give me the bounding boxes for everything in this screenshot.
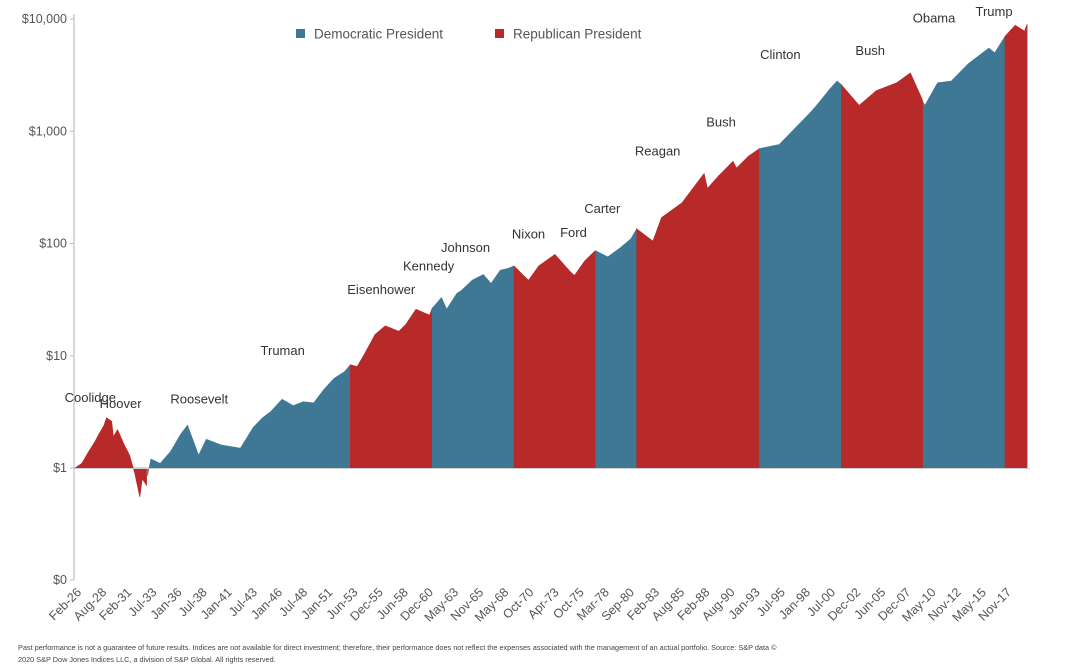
y-tick-labels: $0 $1 $10 $100 $1,000 $10,000: [22, 12, 74, 587]
y-tick-label: $10: [46, 349, 67, 363]
label-obama: Obama: [913, 10, 956, 25]
area-reagan-10: [636, 172, 719, 469]
area-hoover-1: [106, 417, 147, 498]
legend: Democratic President Republican President: [296, 27, 642, 42]
footnote-line-2: 2020 S&P Dow Jones Indices LLC, a divisi…: [18, 655, 276, 664]
y-tick-label: $1,000: [29, 124, 67, 138]
label-johnson: Johnson: [441, 240, 490, 255]
y-tick-label: $10,000: [22, 12, 67, 26]
label-truman: Truman: [261, 343, 305, 358]
label-ford: Ford: [560, 225, 587, 240]
y-tick-label: $0: [53, 573, 67, 587]
label-carter: Carter: [584, 201, 621, 216]
y-tick-label: $100: [39, 237, 67, 251]
area-johnson-6: [460, 265, 515, 469]
label-clinton: Clinton: [760, 47, 800, 62]
area-bush-13: [841, 72, 924, 469]
label-nixon: Nixon: [512, 226, 545, 241]
label-bush: Bush: [855, 43, 885, 58]
area-clinton-12: [759, 80, 842, 469]
label-roosevelt: Roosevelt: [170, 391, 228, 406]
area-coolidge-0: [74, 417, 112, 469]
label-hoover: Hoover: [100, 396, 143, 411]
x-tick-labels: Feb-26Aug-28Feb-31Jul-33Jan-36Jul-38Jan-…: [46, 585, 1014, 624]
label-trump: Trump: [976, 4, 1013, 19]
area-roosevelt-2: [147, 410, 272, 476]
axes: [73, 14, 1030, 580]
area-trump-15: [1004, 23, 1028, 469]
series-areas: [74, 23, 1028, 498]
footnote-line-1: Past performance is not a guarantee of f…: [18, 643, 777, 652]
area-carter-9: [595, 227, 637, 469]
legend-swatch-democratic-president: [296, 29, 305, 38]
label-bush: Bush: [706, 115, 736, 130]
area-truman-3: [270, 363, 351, 469]
area-nixon-7: [513, 253, 572, 469]
label-eisenhower: Eisenhower: [347, 282, 416, 297]
area-bush-11: [718, 148, 760, 469]
y-tick-label: $1: [53, 461, 67, 475]
label-kennedy: Kennedy: [403, 259, 455, 274]
area-ford-8: [570, 250, 597, 469]
legend-swatch-republican-president: [495, 29, 504, 38]
area-obama-14: [922, 35, 1006, 469]
area-kennedy-5: [431, 290, 462, 469]
label-reagan: Reagan: [635, 144, 681, 159]
area-eisenhower-4: [350, 308, 433, 469]
legend-label-republican-president: Republican President: [513, 27, 642, 42]
legend-label-democratic-president: Democratic President: [314, 27, 443, 42]
presidential-returns-chart: $0 $1 $10 $100 $1,000 $10,000 Feb-26Aug-28Feb…: [22, 4, 1030, 625]
label-coolidge: Coolidge: [65, 390, 116, 405]
